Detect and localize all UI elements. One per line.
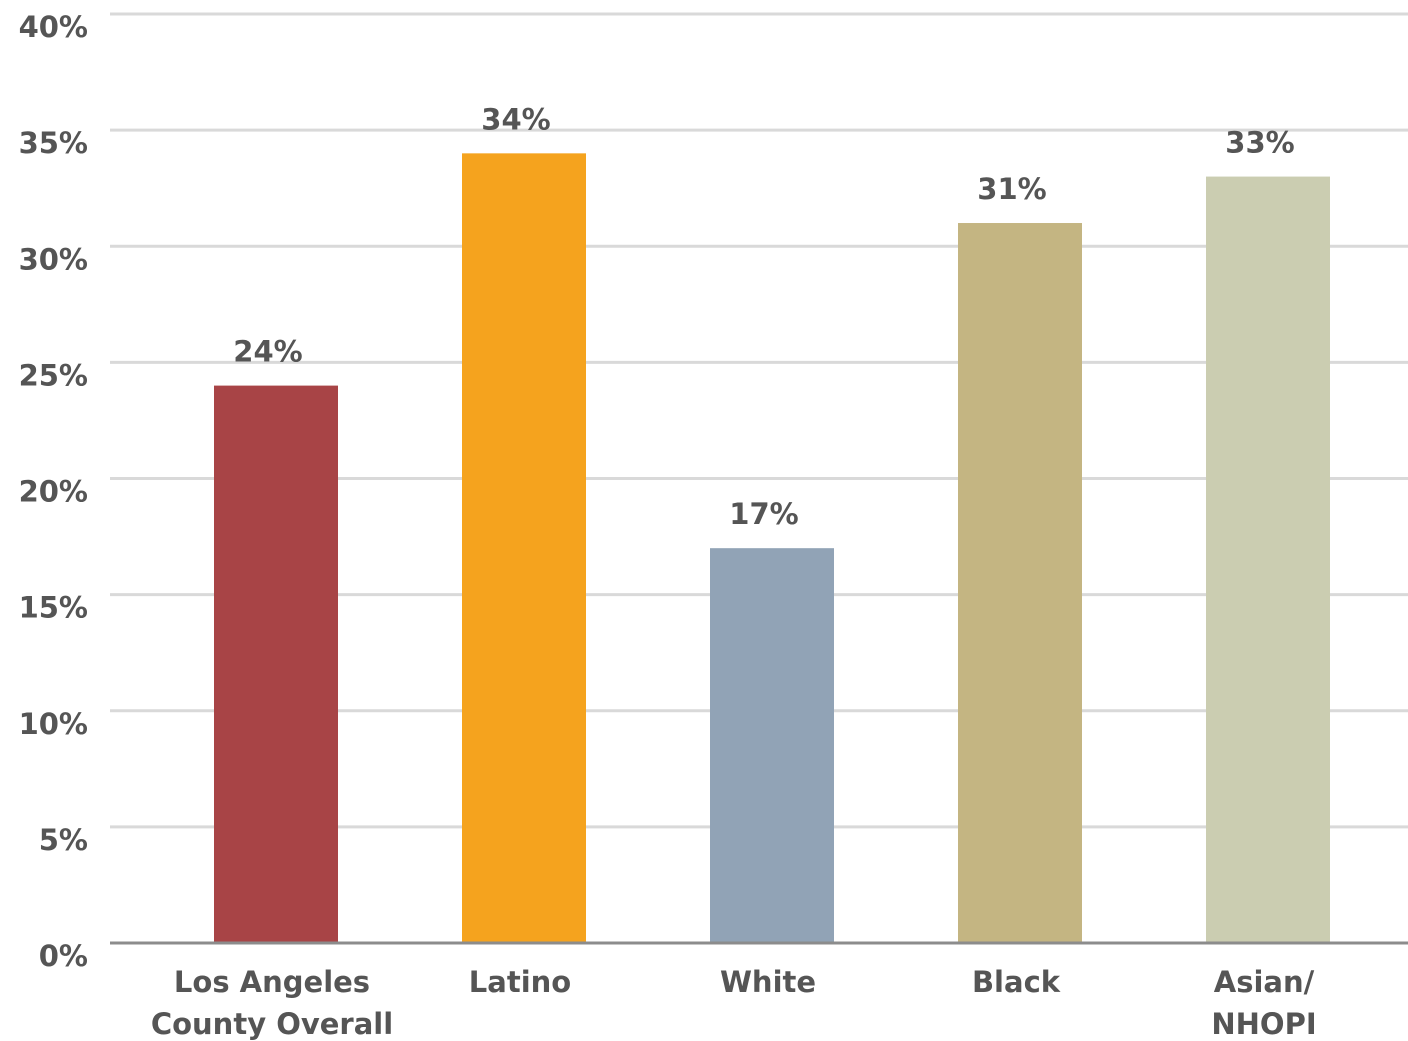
y-tick-label: 15%	[19, 591, 88, 625]
value-label-1: 34%	[481, 102, 550, 136]
bar-4	[1206, 176, 1330, 943]
bar-0	[214, 385, 338, 944]
y-tick-label: 35%	[19, 126, 88, 160]
x-axis-category-labels: Los Angeles County Overall Latino White Blac…	[151, 965, 1317, 1041]
category-label-0: County Overall	[151, 1007, 393, 1041]
bar-2	[710, 548, 834, 943]
y-tick-label: 30%	[19, 242, 88, 276]
category-label-4: Asian/	[1214, 965, 1315, 999]
value-labels: 24% 34% 17% 31% 33%	[233, 102, 1294, 531]
category-label-3: Black	[972, 965, 1061, 999]
category-label-4: NHOPI	[1211, 1007, 1316, 1041]
bar-3	[958, 223, 1082, 943]
value-label-3: 31%	[977, 172, 1046, 206]
category-label-0: Los Angeles	[174, 965, 370, 999]
value-label-4: 33%	[1225, 126, 1294, 160]
y-tick-label: 10%	[19, 707, 88, 741]
y-tick-label: 20%	[19, 475, 88, 509]
y-tick-label: 25%	[19, 358, 88, 392]
value-label-2: 17%	[729, 497, 798, 531]
value-label-0: 24%	[233, 335, 302, 369]
bar-1	[462, 153, 586, 944]
y-tick-label: 40%	[19, 10, 88, 44]
y-tick-label: 0%	[39, 939, 88, 973]
category-label-1: Latino	[469, 965, 571, 999]
bars	[214, 153, 1330, 944]
y-axis-tick-labels: 0% 5% 10% 15% 20% 25% 30% 35% 40%	[19, 10, 88, 973]
category-label-2: White	[720, 965, 816, 999]
y-tick-label: 5%	[39, 823, 88, 857]
